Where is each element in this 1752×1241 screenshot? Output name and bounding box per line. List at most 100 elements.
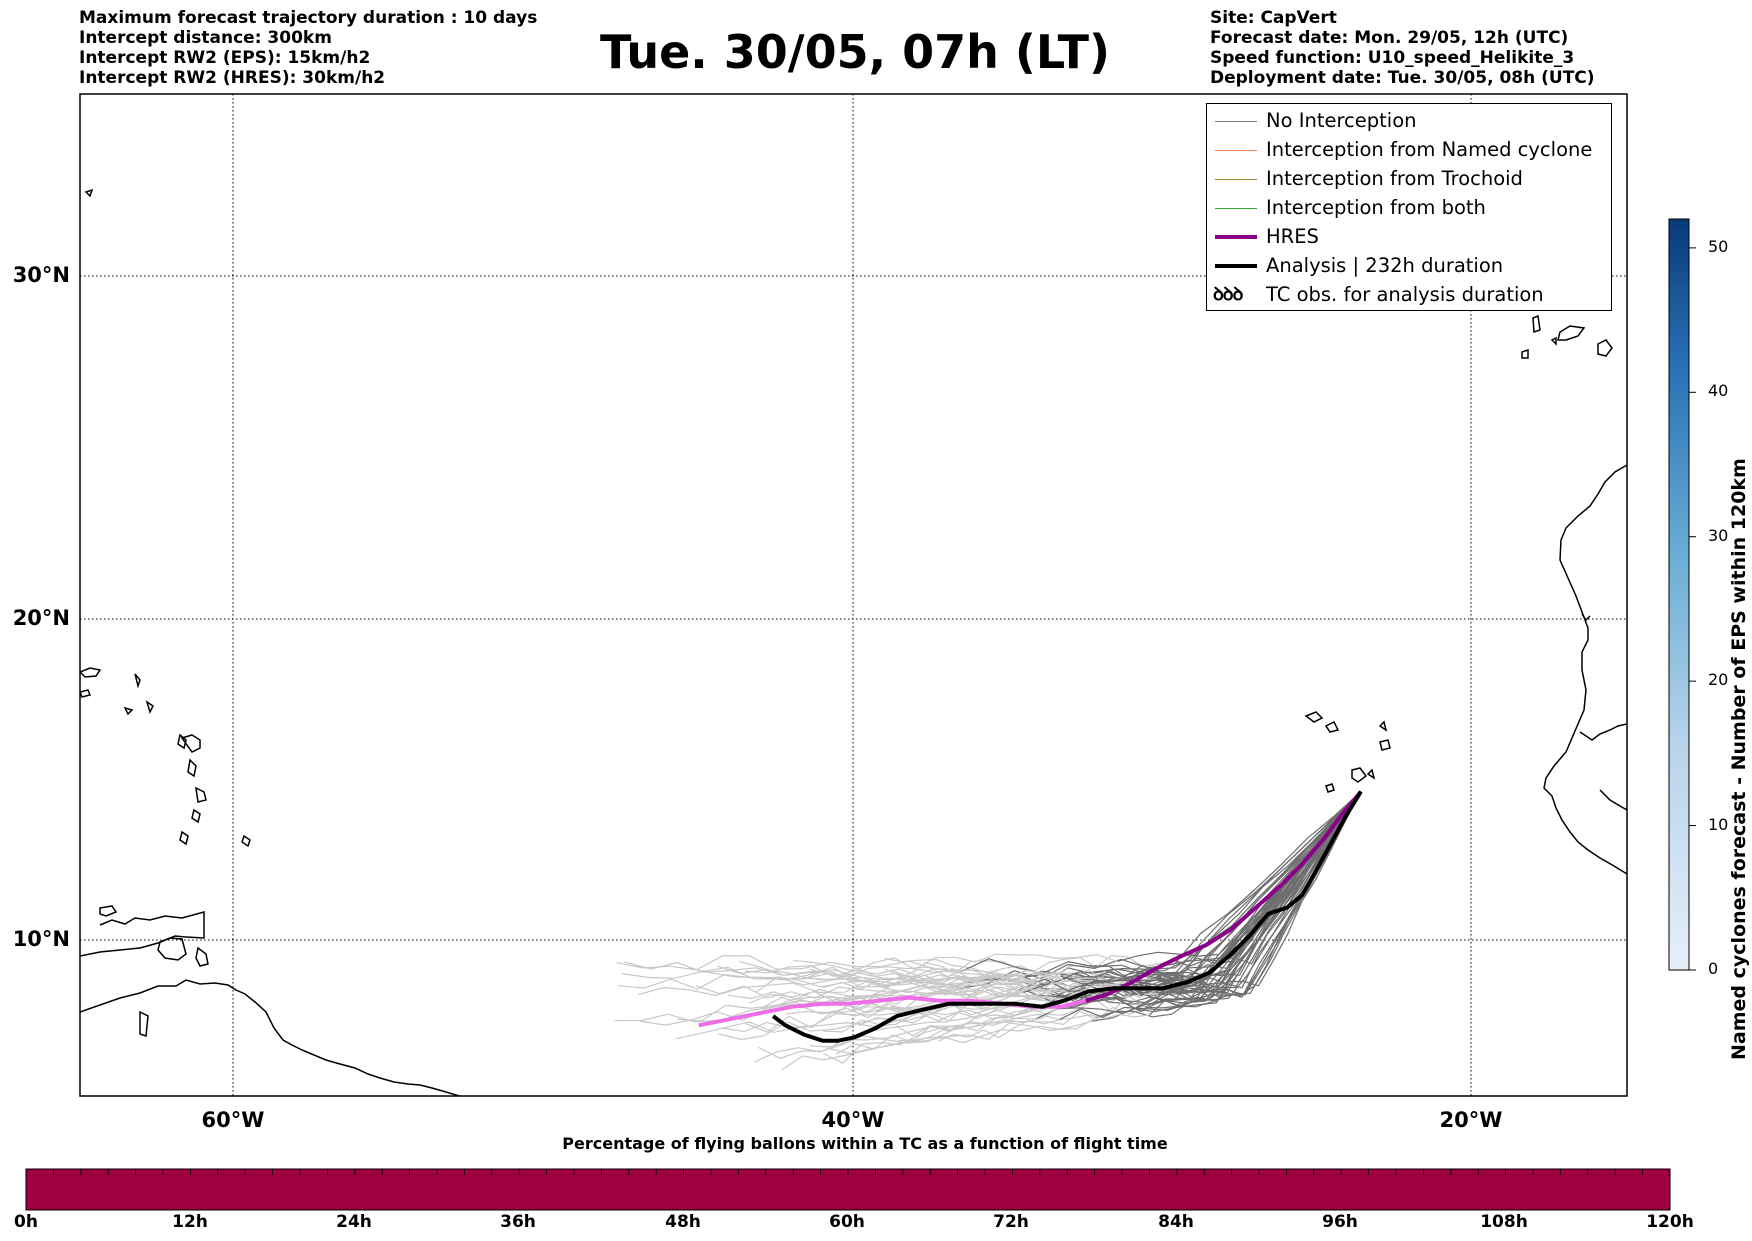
flight-time-colorbar (25, 1168, 1671, 1211)
eps-trajectory-late (616, 955, 963, 972)
legend-label: HRES (1266, 225, 1319, 248)
flight-time-tick: 96h (1322, 1212, 1358, 1232)
coastline-africa-bays (1599, 789, 1627, 811)
eps-trajectory-late (895, 994, 1146, 1037)
coastline-canaries (1532, 314, 1541, 334)
lat-label-10n: 10°N (12, 927, 70, 951)
legend-label: Interception from Trochoid (1266, 167, 1523, 190)
eps-trajectory-late (884, 968, 1141, 996)
flight-time-tick: 120h (1646, 1212, 1694, 1232)
flight-time-tick: 36h (500, 1212, 536, 1232)
coastline-canaries (1597, 339, 1613, 357)
header-right: Site: CapVert Forecast date: Mon. 29/05,… (1210, 8, 1595, 88)
cyclone-colorbar-label: Named cyclones forecast - Number of EPS … (1728, 458, 1750, 1060)
eps-trajectories (614, 791, 1362, 1071)
coastline-cape-verde (1379, 739, 1391, 751)
eps-trajectory-early (1065, 791, 1362, 984)
eps-trajectory-early (961, 791, 1362, 976)
eps-trajectory-early (1113, 791, 1362, 996)
eps-trajectory-late (781, 1020, 1093, 1071)
coastline-cape-verde (1304, 711, 1324, 723)
cyclone-symbol-icon: ꝺꝺꝺ (1213, 284, 1243, 305)
cyclone-colorbar-tick: 30 (1708, 526, 1729, 545)
eps-trajectory-late (614, 981, 962, 1023)
legend-item-named-cyclone: Interception from Named cyclone (1207, 137, 1611, 163)
cyclone-colorbar-ticks (1689, 247, 1696, 971)
flight-time-tick: 24h (336, 1212, 372, 1232)
eps-trajectory-early (1095, 791, 1362, 1019)
cyclone-colorbar-tick: 0 (1708, 959, 1719, 978)
eps-trajectory-early (1072, 791, 1362, 981)
coastline-south-america (80, 979, 462, 1096)
header-left-line: Intercept RW2 (HRES): 30km/h2 (79, 68, 386, 88)
header-right-line: Site: CapVert (1210, 8, 1337, 28)
legend-swatch (1215, 235, 1257, 239)
coastline-trinidad-venezuela (157, 937, 187, 961)
flight-time-tick: 84h (1158, 1212, 1194, 1232)
coastline-gulf-paria (80, 911, 205, 957)
eps-trajectory-late (758, 1013, 1060, 1059)
eps-trajectory-late (836, 992, 1099, 1055)
eps-trajectory-late (802, 970, 1122, 993)
eps-trajectory-late (728, 981, 1023, 1000)
coastline-canaries (1521, 348, 1529, 359)
flight-time-tick: 72h (993, 1212, 1029, 1232)
eps-trajectory-late (924, 954, 1174, 974)
coastline-island (80, 667, 102, 678)
eps-trajectory-early (1035, 791, 1362, 1020)
coastline-canaries (1550, 336, 1557, 346)
eps-trajectory-early (1121, 791, 1362, 995)
flight-time-tick: 12h (172, 1212, 208, 1232)
flight-time-colorbar-ticks (53, 1169, 1643, 1175)
coastline-cape-verde (1378, 720, 1388, 732)
eps-trajectory-early (1124, 791, 1362, 994)
coastline-cape-verde (1351, 767, 1368, 783)
legend-item-trochoid: Interception from Trochoid (1207, 166, 1611, 192)
legend-label: No Interception (1266, 109, 1417, 132)
eps-trajectory-late (688, 966, 1049, 986)
coastline-island (195, 946, 209, 967)
coastline-island (99, 905, 118, 917)
flight-time-tick: 0h (14, 1212, 38, 1232)
legend-label: Analysis | 232h duration (1266, 254, 1504, 277)
eps-trajectory-late (755, 973, 1038, 993)
eps-trajectory-late (937, 1013, 1150, 1042)
coastline-africa (1543, 464, 1627, 875)
cyclone-colorbar-tick: 50 (1708, 237, 1729, 256)
coastline-island (187, 758, 197, 778)
cyclone-colorbar (1668, 218, 1690, 971)
coastline-island (80, 689, 92, 698)
header-left: Maximum forecast trajectory duration : 1… (79, 8, 537, 88)
flight-time-tick: 60h (829, 1212, 865, 1232)
legend-item-analysis: Analysis | 232h duration (1207, 253, 1611, 279)
legend-swatch (1215, 179, 1257, 180)
eps-trajectory-late (792, 953, 1118, 972)
map-title: Tue. 30/05, 07h (LT) (600, 25, 1110, 79)
legend-label: Interception from both (1266, 196, 1486, 219)
cyclone-colorbar-tick: 10 (1708, 815, 1729, 834)
legend-swatch (1215, 150, 1257, 151)
eps-trajectory-early (1074, 791, 1362, 983)
header-left-line: Intercept RW2 (EPS): 15km/h2 (79, 48, 371, 68)
coastline-cape-verde (1325, 783, 1335, 793)
coastline-island (241, 834, 251, 848)
coastline-island (180, 734, 201, 753)
legend: No Interception Interception from Named … (1206, 103, 1612, 311)
eps-trajectory-early (1149, 791, 1362, 1016)
lat-label-30n: 30°N (12, 263, 70, 287)
hres-trajectory-early (1085, 790, 1363, 1003)
map-frame (79, 93, 1628, 1097)
header-right-line: Forecast date: Mon. 29/05, 12h (UTC) (1210, 28, 1569, 48)
eps-trajectory-late (822, 973, 1073, 990)
legend-swatch (1215, 208, 1257, 209)
eps-trajectory-late (850, 970, 1106, 1013)
coastline-island (84, 188, 94, 198)
coastline-island (179, 830, 189, 846)
coastline-island (123, 706, 134, 716)
coastline-africa-bays (1579, 723, 1627, 741)
legend-item-hres: HRES (1207, 224, 1611, 250)
cyclone-colorbar-tick: 40 (1708, 381, 1729, 400)
coastline-cape-verde (1324, 720, 1340, 733)
eps-trajectory-early (1108, 791, 1362, 998)
